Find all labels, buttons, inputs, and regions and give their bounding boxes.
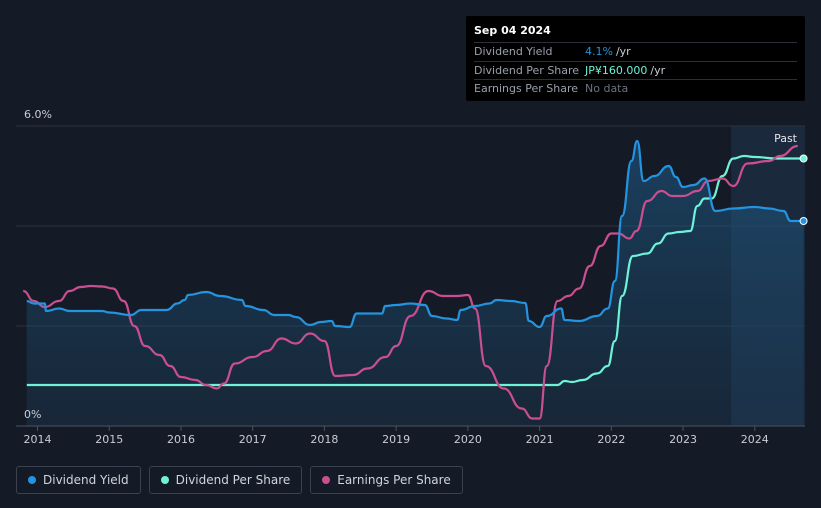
x-tick-label: 2017 [239, 433, 267, 446]
dividend-yield-area [26, 141, 804, 426]
tooltip-label: Dividend Yield [474, 45, 553, 58]
tooltip-value: JP¥160.000 [585, 63, 648, 77]
tooltip-row-dividend-per-share: Dividend Per Share JP¥160.000/yr [474, 60, 797, 80]
legend-item-earnings-per-share[interactable]: Earnings Per Share [310, 466, 463, 494]
x-tick-label: 2023 [669, 433, 697, 446]
tooltip-unit: /yr [615, 45, 631, 58]
tooltip-value: 4.1% [585, 45, 613, 58]
x-tick-label: 2019 [382, 433, 410, 446]
legend-dot-icon [322, 476, 331, 484]
dividend-yield-line [26, 139, 804, 329]
legend-dot-icon [28, 476, 36, 484]
legend-dot-icon [160, 476, 169, 484]
x-tick-label: 2020 [454, 433, 482, 446]
tooltip: Sep 04 2024 Dividend Yield 4.1%/yr Divid… [466, 16, 805, 101]
tooltip-row-earnings-per-share: Earnings Per Share No data [474, 79, 797, 98]
dividend-per-share-end-marker[interactable] [799, 154, 808, 163]
x-tick-label: 2022 [597, 433, 625, 446]
tooltip-unit: /yr [650, 63, 666, 77]
x-tick-label: 2016 [167, 433, 195, 446]
tooltip-date: Sep 04 2024 [474, 24, 551, 37]
past-label: Past [774, 132, 798, 145]
legend-item-dividend-yield[interactable]: Dividend Yield [16, 466, 141, 494]
earnings-per-share-line [22, 144, 798, 420]
dividend-per-share-line [26, 154, 804, 387]
tooltip-row-dividend-yield: Dividend Yield 4.1%/yr [474, 42, 797, 61]
x-tick-label: 2018 [310, 433, 338, 446]
x-tick-label: 2021 [526, 433, 554, 446]
x-tick-label: 2014 [24, 433, 52, 446]
x-tick-label: 2024 [741, 433, 769, 446]
y-tick-label-top: 6.0% [24, 108, 52, 121]
dividend-yield-end-marker[interactable] [799, 217, 808, 225]
legend: Dividend Yield Dividend Per Share Earnin… [16, 466, 463, 494]
legend-label: Dividend Yield [43, 473, 129, 487]
x-axis-ticks: 2014 2015 2016 2017 2018 2019 2020 2021 2022 2023… [24, 426, 769, 446]
tooltip-label: Dividend Per Share [474, 63, 580, 77]
legend-label: Dividend Per Share [175, 473, 291, 487]
x-tick-label: 2015 [95, 433, 123, 446]
tooltip-value: No data [585, 82, 629, 95]
tooltip-label: Earnings Per Share [474, 82, 579, 95]
legend-item-dividend-per-share[interactable]: Dividend Per Share [148, 466, 303, 494]
legend-label: Earnings Per Share [337, 473, 451, 487]
y-tick-label-bottom: 0% [24, 408, 41, 421]
